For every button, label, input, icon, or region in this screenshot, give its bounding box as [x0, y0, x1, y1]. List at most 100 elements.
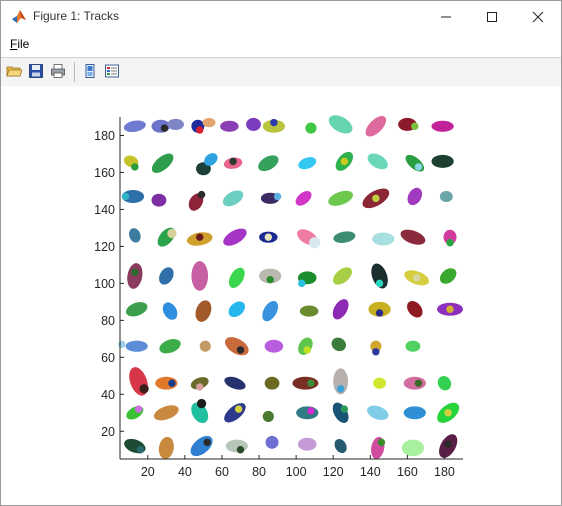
track-overlap-mark: [203, 438, 211, 447]
track-blob: [370, 340, 382, 352]
track-blob: [333, 231, 356, 243]
x-tick-label: 120: [323, 465, 344, 479]
track-overlap-mark: [411, 122, 419, 130]
x-tick-label: 40: [178, 465, 192, 479]
y-tick-label: 100: [94, 277, 115, 291]
track-overlap-mark: [297, 279, 306, 288]
track-overlap-mark: [444, 409, 452, 417]
track-overlap-mark: [336, 385, 345, 393]
track-blob: [262, 410, 274, 423]
link-plot-button[interactable]: [80, 61, 100, 81]
track-blob: [202, 117, 216, 128]
minimize-icon: [441, 16, 451, 17]
track-blob: [246, 117, 261, 131]
track-overlap-mark: [266, 275, 274, 284]
track-overlap-mark: [372, 348, 380, 356]
track-blob: [295, 191, 312, 206]
track-overlap-mark: [340, 157, 349, 166]
figure-canvas: 20 40 60 80 100 120 140 160 180 20 40 60 80 100 120 140…: [1, 86, 561, 505]
track-blob: [305, 122, 317, 134]
track-marks: [118, 115, 463, 459]
menu-file-mnemonic: F: [10, 37, 18, 51]
close-button[interactable]: [515, 1, 561, 32]
y-tick-label: 60: [101, 351, 115, 365]
track-overlap-mark: [273, 192, 282, 201]
track-blob: [407, 301, 423, 318]
track-blob: [298, 157, 317, 170]
track-overlap-mark: [377, 438, 386, 447]
track-blob: [224, 403, 246, 423]
track-blob: [222, 190, 244, 207]
x-tick-label: 140: [360, 465, 381, 479]
track-blob: [264, 339, 284, 353]
matlab-icon: [12, 10, 26, 23]
track-blob: [298, 337, 313, 355]
track-blob: [159, 267, 174, 285]
track-overlap-mark: [340, 405, 349, 413]
track-blob: [405, 340, 421, 352]
save-icon: [29, 64, 43, 78]
track-blob: [224, 376, 246, 390]
track-blob: [220, 120, 239, 132]
y-tick-label: 40: [101, 388, 115, 402]
track-overlap-mark: [236, 446, 245, 454]
track-overlap-mark: [414, 379, 423, 387]
x-tick-label: 60: [215, 465, 229, 479]
menu-file[interactable]: File: [10, 37, 29, 51]
maximize-button[interactable]: [469, 1, 515, 32]
track-blob: [401, 439, 425, 457]
track-blob: [121, 190, 145, 203]
track-overlap-mark: [139, 384, 149, 394]
track-overlap-mark: [375, 309, 384, 317]
track-blob: [223, 228, 247, 246]
track-blob: [158, 436, 174, 459]
track-blob: [191, 402, 209, 424]
menu-bar: File: [1, 32, 561, 56]
track-overlap-mark: [196, 383, 204, 391]
track-overlap-mark: [131, 163, 139, 171]
track-blob: [126, 406, 144, 420]
minimize-button[interactable]: [423, 1, 469, 32]
track-blob: [262, 300, 279, 322]
track-blob: [372, 232, 395, 246]
track-blob: [157, 227, 176, 247]
insert-legend-button[interactable]: [102, 61, 122, 81]
track-blob: [228, 301, 246, 318]
track-blob: [151, 193, 167, 207]
legend-icon: [105, 64, 119, 78]
track-blob: [431, 154, 454, 168]
track-blob: [129, 228, 141, 243]
tracks-plot[interactable]: 20 40 60 80 100 120 140 160 180 20 40 60 80 100 120 140…: [1, 86, 561, 505]
track-blob: [126, 302, 148, 317]
y-tick-label: 180: [94, 129, 115, 143]
track-blob: [334, 439, 347, 454]
track-blob: [439, 268, 457, 284]
track-blob: [299, 305, 319, 317]
print-button[interactable]: [48, 61, 68, 81]
track-blob: [403, 376, 426, 390]
track-overlap-mark: [414, 163, 423, 171]
open-file-button[interactable]: [4, 61, 24, 81]
track-overlap-mark: [167, 228, 177, 239]
track-blob: [228, 267, 245, 288]
track-blob: [224, 337, 249, 356]
y-tick-label: 80: [101, 314, 115, 328]
track-blob: [190, 435, 213, 457]
track-blob: [331, 337, 346, 352]
track-blob: [195, 300, 212, 322]
track-blob: [328, 115, 353, 134]
title-bar[interactable]: Figure 1: Tracks: [1, 1, 561, 32]
track-overlap-mark: [136, 446, 145, 454]
track-overlap-mark: [121, 192, 130, 201]
track-overlap-mark: [446, 305, 454, 313]
track-blob: [405, 154, 425, 172]
track-overlap-mark: [229, 157, 237, 166]
track-blob: [407, 187, 423, 206]
open-folder-icon: [6, 66, 22, 77]
track-blob: [264, 376, 280, 390]
y-tick-label: 160: [94, 166, 115, 180]
track-overlap-mark: [446, 239, 454, 247]
track-overlap-mark: [309, 237, 321, 249]
track-blob: [332, 299, 349, 320]
save-button[interactable]: [26, 61, 46, 81]
